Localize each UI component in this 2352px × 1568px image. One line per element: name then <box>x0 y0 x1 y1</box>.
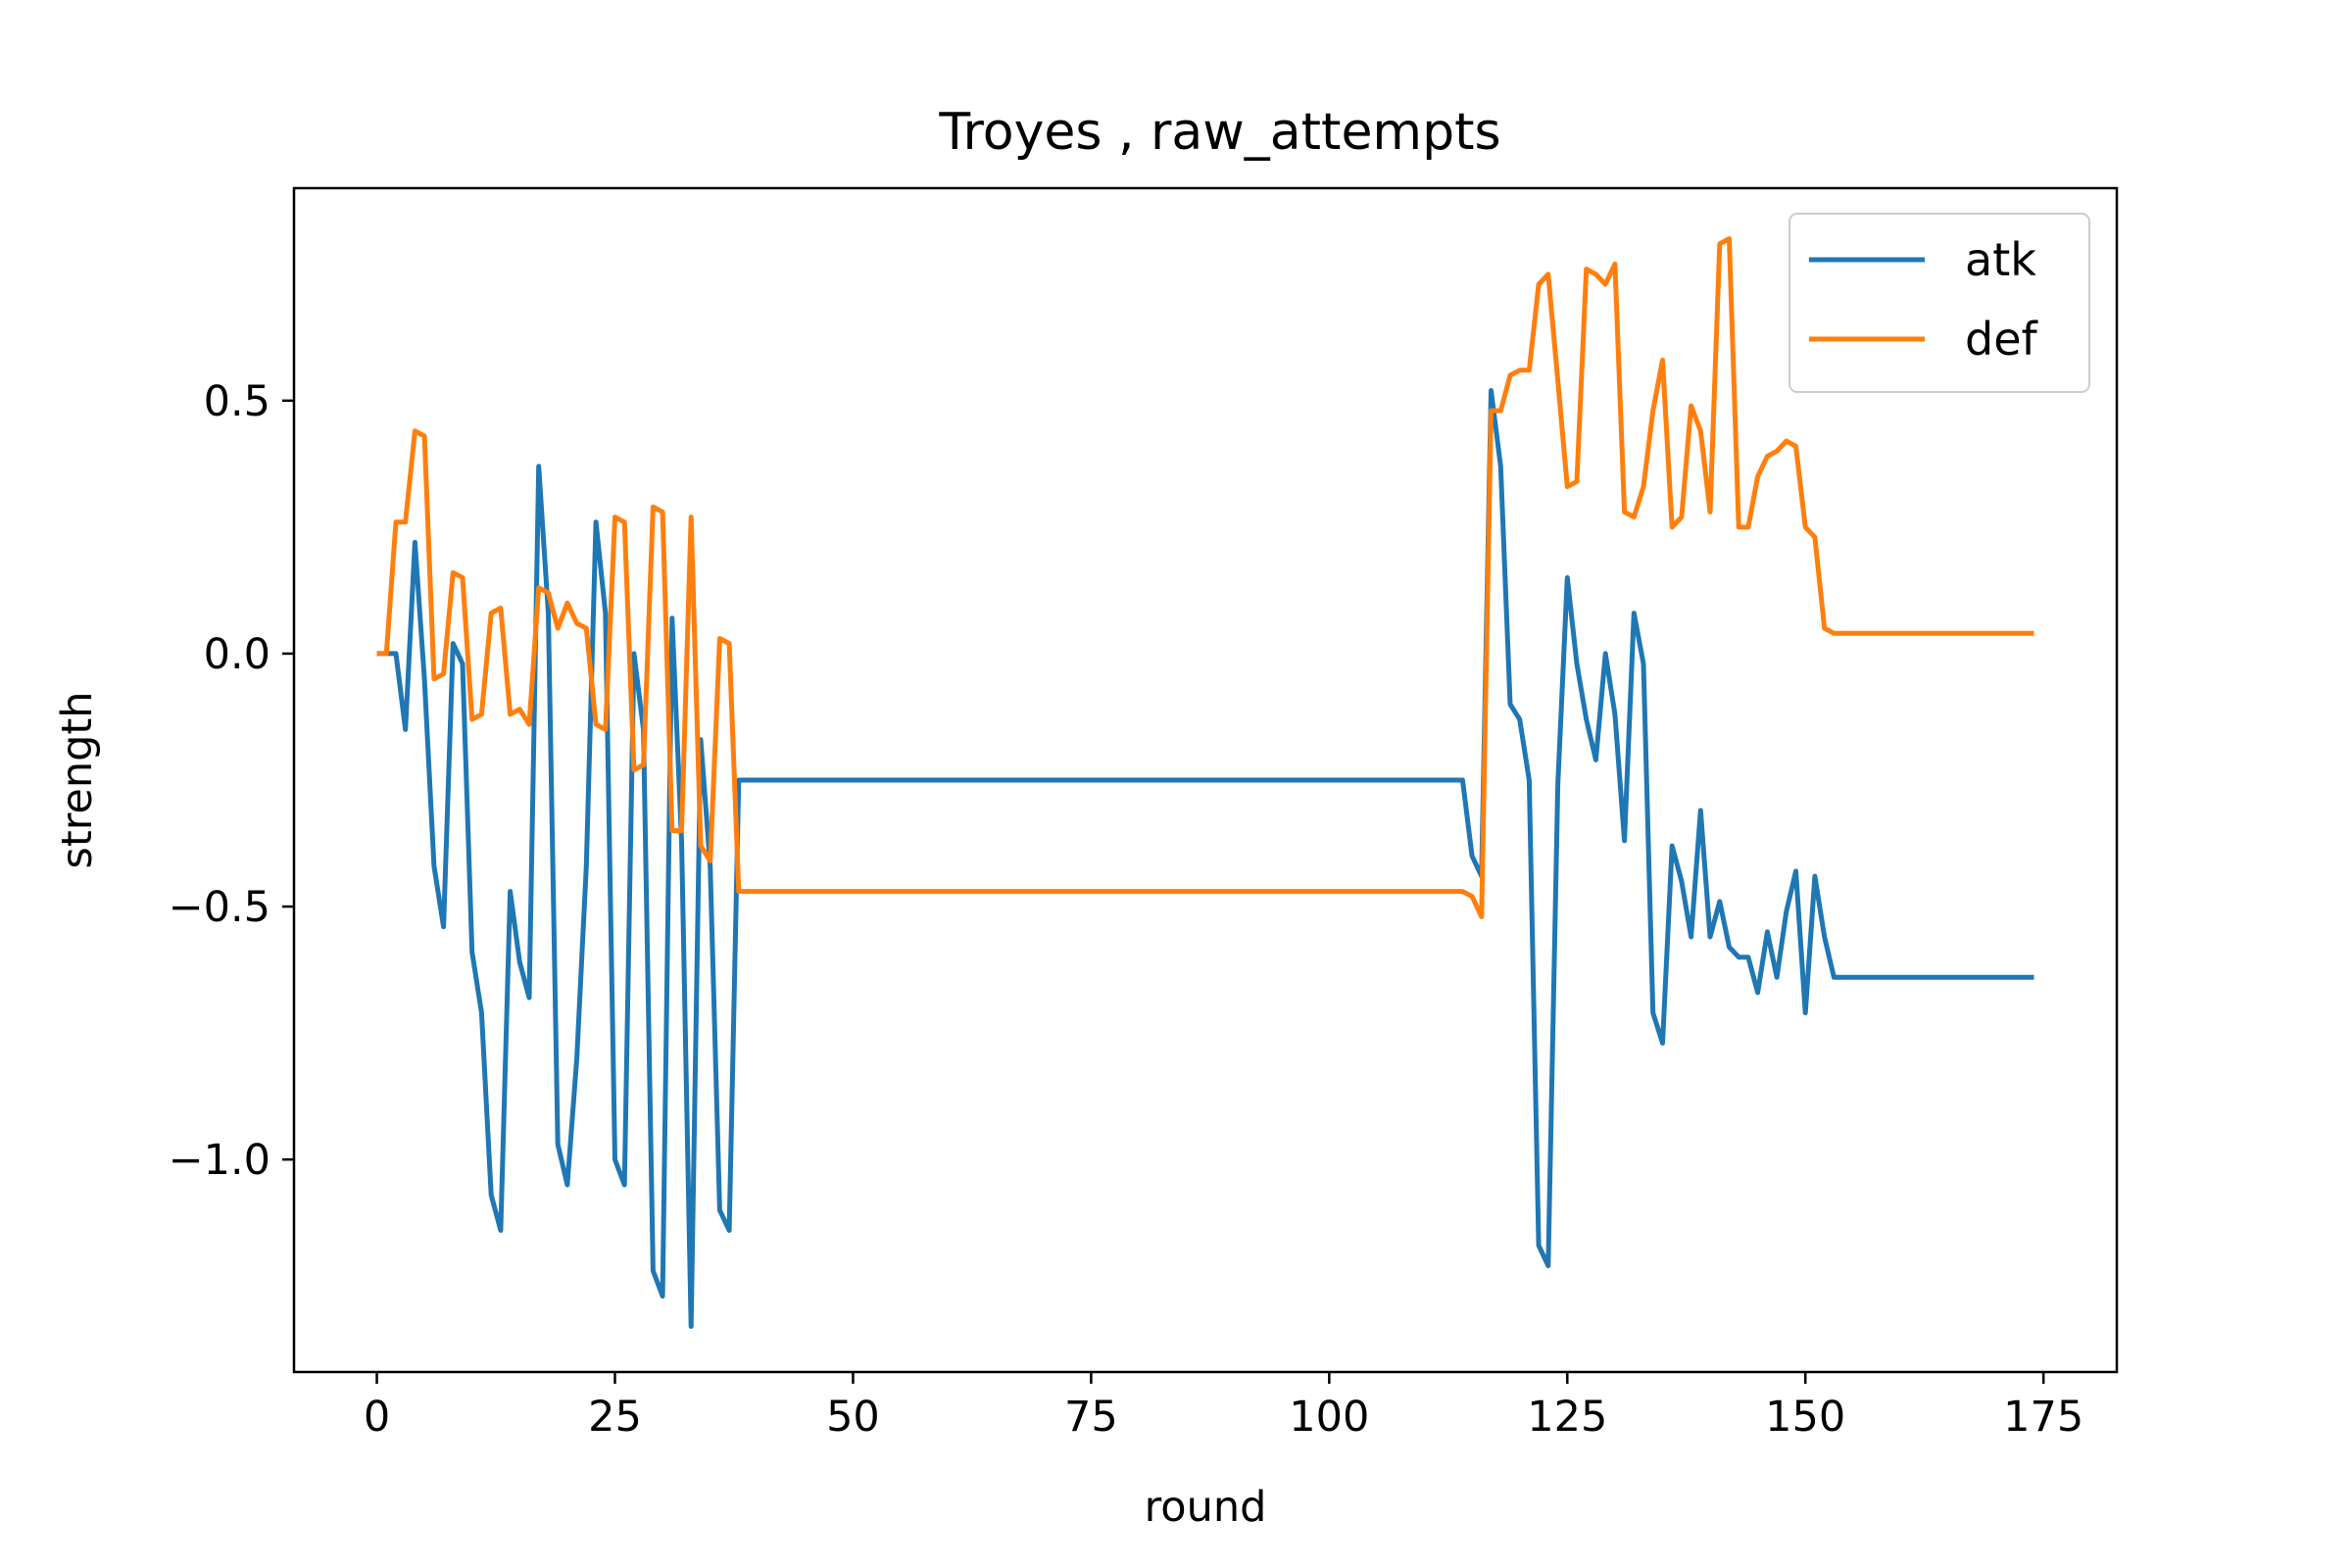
x-tick-label: 25 <box>588 1393 642 1442</box>
legend-frame <box>1788 213 2090 393</box>
legend-label-def: def <box>1965 313 2039 366</box>
y-tick-label: −0.5 <box>169 883 270 932</box>
y-axis-title: strength <box>53 691 102 868</box>
x-tick-label: 175 <box>2003 1393 2083 1442</box>
y-tick-label: 0.5 <box>204 377 270 426</box>
x-tick-label: 150 <box>1765 1393 1845 1442</box>
x-tick-label: 100 <box>1289 1393 1369 1442</box>
series-line-atk <box>376 388 2034 1329</box>
y-axis: 0.5 0.0 −0.5 −1.0 <box>169 377 294 1185</box>
series-line-def <box>376 236 2034 919</box>
x-tick-label: 125 <box>1527 1393 1607 1442</box>
legend-label-atk: atk <box>1965 233 2036 286</box>
y-tick-label: 0.0 <box>204 630 270 679</box>
x-axis: 0 25 50 75 100 125 150 175 <box>364 1372 2083 1442</box>
x-tick-label: 50 <box>826 1393 880 1442</box>
legend: atk def <box>1788 213 2090 393</box>
series-layer <box>376 236 2034 1329</box>
plot-frame <box>292 186 2119 1374</box>
x-axis-title: round <box>1145 1483 1267 1532</box>
y-tick-label: −1.0 <box>169 1136 270 1185</box>
chart-title: Troyes , raw_attempts <box>938 103 1500 162</box>
x-tick-label: 0 <box>364 1393 390 1442</box>
x-tick-label: 75 <box>1064 1393 1118 1442</box>
